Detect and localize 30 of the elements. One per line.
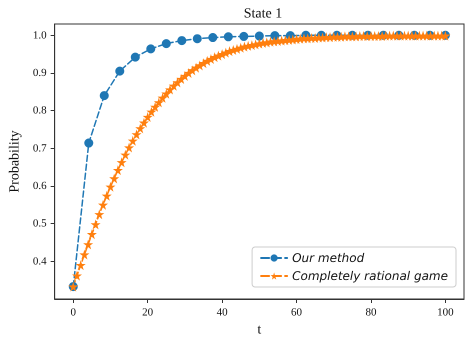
y-tick-label: 0.6 — [32, 180, 48, 192]
legend-label: Completely rational game — [292, 269, 448, 283]
y-tick-label: 0.4 — [32, 255, 48, 268]
point — [100, 91, 109, 100]
x-tick-label: 40 — [216, 306, 228, 318]
x-tick-label: 0 — [70, 306, 77, 318]
point — [192, 34, 202, 44]
chart-title: State 1 — [244, 6, 282, 22]
y-tick-label: 0.5 — [32, 218, 48, 230]
x-tick-label: 80 — [365, 306, 377, 318]
point — [115, 66, 124, 76]
point — [146, 44, 156, 54]
x-tick-label: 100 — [437, 306, 454, 318]
y-tick-label: 0.7 — [32, 142, 48, 154]
x-tick-label: 20 — [142, 306, 154, 318]
y-axis-title: Probability — [8, 130, 22, 193]
point — [254, 32, 264, 41]
point — [224, 32, 233, 42]
legend-label: Our method — [292, 251, 365, 265]
y-tick-label: 1.0 — [32, 29, 48, 42]
point — [130, 52, 140, 62]
point — [177, 36, 186, 46]
point — [208, 33, 218, 42]
x-tick-label: 60 — [291, 306, 303, 318]
point — [239, 32, 248, 41]
y-tick-label: 0.9 — [32, 66, 48, 79]
point — [162, 39, 171, 48]
y-tick-label: 0.8 — [32, 104, 48, 117]
point — [84, 138, 94, 148]
x-axis-title: t — [257, 322, 262, 338]
